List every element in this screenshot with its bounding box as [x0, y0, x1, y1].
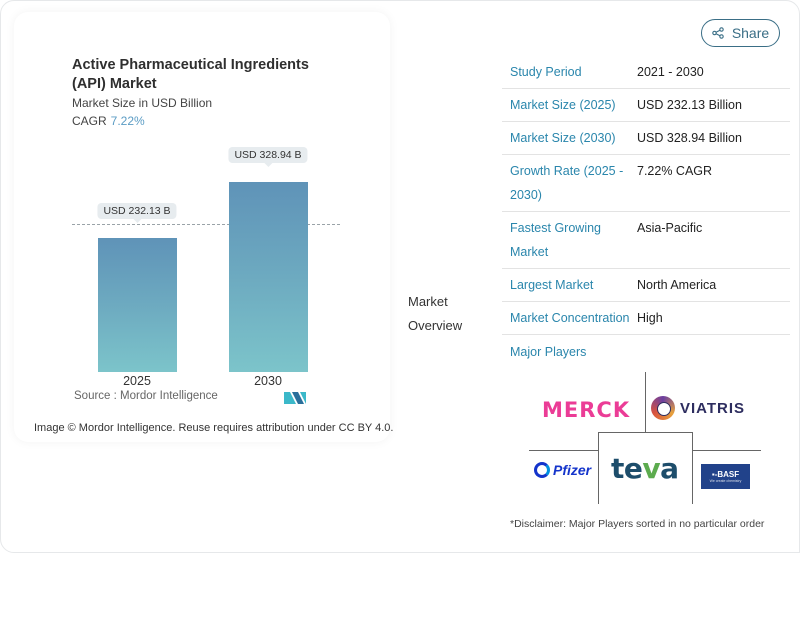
pfizer-logo: Pfizer [534, 462, 591, 478]
x-tick-2025: 2025 [123, 374, 151, 388]
fact-key: Fastest Growing Market [510, 221, 602, 259]
cagr-label: CAGR [72, 114, 107, 128]
fact-value: North America [637, 278, 717, 292]
bar-2025 [98, 238, 177, 372]
chart-title: Active Pharmaceutical Ingredients (API) … [72, 57, 309, 92]
divider-box [598, 432, 693, 504]
teva-logo-v: v [642, 452, 661, 485]
bar-label-2030: USD 328.94 B [228, 147, 308, 167]
share-button[interactable]: Share [701, 19, 780, 47]
fact-value: Asia-Pacific [637, 221, 703, 235]
teva-logo-te: te [611, 452, 643, 485]
divider [645, 372, 646, 432]
divider [693, 450, 761, 451]
fact-key: Market Size (2030) [510, 131, 616, 145]
viatris-globe-icon [651, 396, 675, 420]
fact-key: Market Concentration [510, 311, 630, 325]
major-players-logos: MERCK VIATRIS Pfizer te v a ▪-BASF We crea… [529, 372, 761, 504]
pfizer-helix-icon [534, 462, 550, 478]
merck-logo-text: MERCK [542, 398, 631, 422]
fact-key: Study Period [510, 65, 582, 79]
chart-subtitle: Market Size in USD Billion [72, 96, 213, 110]
fact-value: USD 328.94 Billion [637, 131, 742, 145]
fact-row-largest-market: Largest Market North America [502, 269, 790, 302]
fact-key: Growth Rate (2025 - 2030) [510, 164, 624, 202]
teva-logo-a: a [660, 452, 679, 485]
fact-key: Largest Market [510, 278, 594, 292]
source-text: Source : Mordor Intelligence [74, 390, 218, 402]
cagr-value: 7.22% [110, 114, 145, 128]
bar-chart: USD 232.13 B 2025 USD 328.94 B 2030 [72, 142, 342, 388]
fact-row-market-size-2025: Market Size (2025) USD 232.13 Billion [502, 89, 790, 122]
fact-value: High [637, 311, 663, 325]
market-facts-table: Study Period 2021 - 2030 Market Size (20… [502, 56, 790, 359]
bar-2030 [229, 182, 308, 372]
fact-value: 7.22% CAGR [637, 164, 713, 178]
fact-value: USD 232.13 Billion [637, 98, 742, 112]
disclaimer-text: *Disclaimer: Major Players sorted in no … [510, 518, 765, 530]
basf-logo-text: ▪-BASF [711, 470, 740, 479]
fact-row-study-period: Study Period 2021 - 2030 [502, 56, 790, 89]
viatris-logo: VIATRIS [651, 396, 745, 420]
reference-line [72, 224, 340, 225]
fact-row-growth-rate: Growth Rate (2025 - 2030) 7.22% CAGR [502, 155, 790, 212]
mordor-logo-icon [284, 392, 306, 404]
bar-label-2025: USD 232.13 B [97, 203, 177, 223]
share-icon [712, 27, 724, 39]
market-overview-text: Market Overview [408, 294, 463, 333]
divider [529, 450, 598, 451]
merck-logo: MERCK [542, 398, 630, 422]
pfizer-logo-text: Pfizer [553, 462, 592, 478]
major-players-heading: Major Players [510, 345, 587, 359]
fact-value: 2021 - 2030 [637, 65, 704, 79]
basf-tagline: We create chemistry [709, 479, 742, 483]
chart-card: Active Pharmaceutical Ingredients (API) … [14, 12, 394, 442]
teva-logo: te v a [611, 452, 679, 485]
share-label: Share [731, 25, 770, 41]
fact-key: Market Size (2025) [510, 98, 616, 112]
market-overview-label: Market Overview [408, 290, 478, 338]
chart-cagr: CAGR 7.22% [72, 114, 145, 128]
x-tick-2030: 2030 [254, 374, 282, 388]
attribution-text: Image © Mordor Intelligence. Reuse requi… [34, 422, 394, 434]
fact-row-concentration: Market Concentration High [502, 302, 790, 335]
basf-logo: ▪-BASF We create chemistry [701, 464, 750, 489]
viatris-logo-text: VIATRIS [680, 399, 746, 417]
fact-row-market-size-2030: Market Size (2030) USD 328.94 Billion [502, 122, 790, 155]
fact-row-fastest-growing: Fastest Growing Market Asia-Pacific [502, 212, 790, 269]
